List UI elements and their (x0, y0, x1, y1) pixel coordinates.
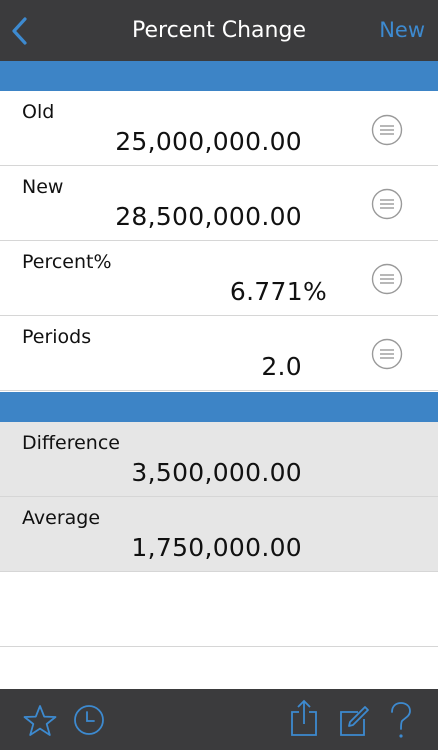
percent-number: 6.771 (229, 277, 303, 306)
menu-icon[interactable] (371, 188, 403, 220)
new-label: New (22, 176, 64, 198)
input-row-new[interactable]: New 28,500,000.00 (0, 166, 438, 241)
section-header-inputs (0, 61, 438, 91)
periods-value[interactable]: 2.0 (261, 352, 302, 381)
clock-icon[interactable] (73, 704, 105, 736)
average-label: Average (22, 507, 101, 529)
result-row-average: Average 1,750,000.00 (0, 497, 438, 572)
menu-icon[interactable] (371, 263, 403, 295)
input-row-periods[interactable]: Periods 2.0 (0, 316, 438, 391)
average-value: 1,750,000.00 (131, 533, 302, 562)
input-row-old[interactable]: Old 25,000,000.00 (0, 91, 438, 166)
section-header-results (0, 392, 438, 422)
bottom-toolbar (0, 689, 438, 750)
navigation-bar: Percent Change New (0, 0, 438, 61)
menu-icon[interactable] (371, 114, 403, 146)
menu-icon[interactable] (371, 338, 403, 370)
empty-row (0, 572, 438, 647)
percent-value[interactable]: 6.771% (230, 277, 327, 306)
help-icon[interactable] (388, 701, 414, 741)
percent-label: Percent% (22, 251, 112, 273)
share-icon[interactable] (289, 698, 319, 738)
input-row-percent[interactable]: Percent% 6.771% (0, 241, 438, 316)
page-title: Percent Change (131, 18, 306, 43)
new-button[interactable]: New (379, 18, 425, 42)
star-icon[interactable] (23, 704, 57, 737)
chevron-left-icon[interactable] (8, 14, 34, 48)
edit-icon[interactable] (338, 705, 370, 737)
periods-label: Periods (22, 326, 92, 348)
empty-row (0, 647, 438, 689)
new-value[interactable]: 28,500,000.00 (115, 202, 302, 231)
percent-unit: % (302, 277, 327, 306)
difference-value: 3,500,000.00 (131, 458, 302, 487)
result-row-difference: Difference 3,500,000.00 (0, 422, 438, 497)
old-value[interactable]: 25,000,000.00 (115, 127, 302, 156)
difference-label: Difference (22, 432, 120, 454)
old-label: Old (22, 101, 55, 123)
